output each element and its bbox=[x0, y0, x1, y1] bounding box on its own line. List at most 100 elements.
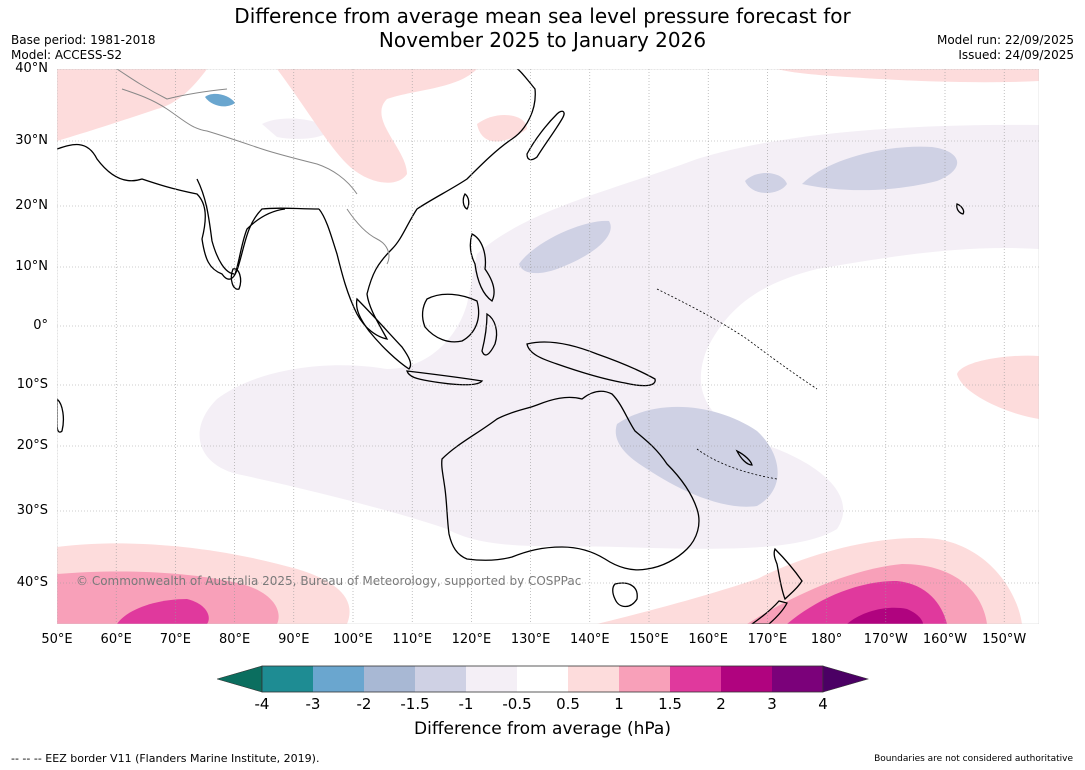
anomaly-region-south-pacific-east bbox=[957, 355, 1039, 419]
coast-tasmania bbox=[612, 582, 638, 608]
coast-japan bbox=[526, 110, 565, 161]
colorbar-bin bbox=[262, 666, 313, 692]
longitude-label: 70°E bbox=[159, 632, 192, 647]
anomaly-region-middle-east bbox=[57, 69, 207, 141]
colorbar-under-arrow bbox=[217, 665, 263, 693]
anomaly-region-north-pacific bbox=[802, 146, 958, 191]
coast-sri-lanka bbox=[230, 268, 242, 290]
coast-arabia-iran bbox=[57, 143, 320, 280]
latitude-label: 40°S bbox=[16, 575, 48, 590]
colorbar-tick-label: -3 bbox=[305, 695, 321, 713]
coast-australia bbox=[441, 390, 700, 571]
country-borders bbox=[116, 69, 390, 265]
colorbar-tick-label: -1 bbox=[458, 695, 474, 713]
model-run-text: Model run: 22/09/2025 bbox=[936, 33, 1074, 47]
boundaries-disclaimer: Boundaries are not considered authoritat… bbox=[874, 754, 1073, 764]
graticule bbox=[57, 69, 1039, 624]
title-line-2: November 2025 to January 2026 bbox=[378, 28, 707, 52]
coast-new-zealand-north bbox=[773, 547, 803, 601]
longitude-label: 50°E bbox=[41, 632, 73, 647]
colorbar-bin bbox=[466, 666, 517, 692]
colorbar-tick-label: 3 bbox=[767, 695, 777, 713]
longitude-label: 110°E bbox=[392, 632, 432, 647]
latitude-label: 20°N bbox=[15, 198, 48, 213]
coast-new-zealand-south bbox=[750, 600, 788, 624]
longitude-label: 80°E bbox=[218, 632, 251, 647]
latitude-label: 30°N bbox=[15, 133, 48, 148]
colorbar-bin bbox=[364, 666, 415, 692]
anomaly-region-coral-sea bbox=[615, 406, 778, 507]
copyright-notice: © Commonwealth of Australia 2025, Bureau… bbox=[76, 574, 582, 588]
longitude-label: 90°E bbox=[278, 632, 310, 647]
longitude-label: 160°W bbox=[922, 632, 968, 647]
issued-text: Issued: 24/09/2025 bbox=[958, 48, 1074, 62]
latitude-label: 20°S bbox=[16, 438, 48, 453]
model-text: Model: ACCESS-S2 bbox=[11, 48, 123, 62]
colorbar bbox=[217, 665, 869, 693]
border-central-asia bbox=[116, 69, 228, 100]
longitude-label: 180° bbox=[810, 632, 843, 647]
longitude-label: 140°E bbox=[570, 632, 610, 647]
colorbar-bin bbox=[568, 666, 619, 692]
anomaly-region-north-pacific-pink bbox=[777, 69, 1039, 83]
latitude-label: 40°N bbox=[15, 61, 48, 76]
colorbar-bin bbox=[415, 666, 466, 692]
anomaly-region-north-china bbox=[277, 69, 477, 183]
colorbar-bin bbox=[517, 666, 568, 692]
colorbar-bin bbox=[772, 666, 823, 692]
meta-left: Base period: 1981-2018 Model: ACCESS-S2 bbox=[11, 33, 156, 63]
colorbar-tick-label: -0.5 bbox=[502, 695, 532, 713]
colorbar-tick-label: 1.5 bbox=[658, 695, 682, 713]
coast-sumatra bbox=[355, 297, 412, 370]
longitude-label: 160°E bbox=[688, 632, 728, 647]
border-south-asia bbox=[121, 88, 358, 195]
colorbar-tick-label: -4 bbox=[254, 695, 270, 713]
longitude-label: 120°E bbox=[451, 632, 492, 647]
chart-title: Difference from average mean sea level p… bbox=[0, 4, 1085, 52]
eez-border-pacific bbox=[656, 288, 818, 390]
colorbar-title: Difference from average (hPa) bbox=[414, 719, 671, 739]
anomaly-region-southern-ocean-west-pink bbox=[57, 571, 279, 624]
latitude-label: 10°N bbox=[15, 259, 48, 274]
coast-new-guinea bbox=[526, 341, 656, 387]
anomaly-region-tropical-pacific bbox=[199, 124, 1039, 549]
colorbar-over-arrow bbox=[822, 665, 869, 693]
colorbar-tick-label: -1.5 bbox=[400, 695, 430, 713]
anomaly-region-himalaya-low bbox=[262, 118, 332, 139]
longitude-label: 170°W bbox=[863, 632, 908, 647]
colorbar-bin bbox=[619, 666, 670, 692]
longitude-label: 150°E bbox=[629, 632, 669, 647]
colorbar-tick-label: 4 bbox=[818, 695, 828, 713]
title-line-1: Difference from average mean sea level p… bbox=[234, 4, 851, 28]
meta-right: Model run: 22/09/2025 Issued: 24/09/2025 bbox=[937, 33, 1074, 63]
anomaly-region-north-pacific-small bbox=[745, 173, 787, 194]
coast-india bbox=[196, 178, 286, 275]
colorbar-bin bbox=[670, 666, 721, 692]
eez-border-coral-sea bbox=[696, 448, 778, 480]
longitude-label: 150°W bbox=[982, 632, 1027, 647]
anomaly-region-southern-ocean-east-deep bbox=[847, 607, 923, 624]
latitude-label: 30°S bbox=[16, 503, 48, 518]
latitude-label: 10°S bbox=[16, 377, 48, 392]
coast-hawaii bbox=[956, 203, 965, 215]
border-indochina bbox=[346, 208, 390, 265]
coast-borneo bbox=[421, 293, 480, 343]
longitude-label: 170°E bbox=[747, 632, 788, 647]
longitude-label: 100°E bbox=[333, 632, 373, 647]
eez-note: -- -- -- EEZ border V11 (Flanders Marine… bbox=[11, 752, 320, 765]
latitude-label: 0° bbox=[33, 318, 48, 333]
eez-borders bbox=[656, 288, 818, 480]
base-period-text: Base period: 1981-2018 bbox=[11, 33, 156, 47]
colorbar-tick-label: 2 bbox=[716, 695, 726, 713]
colorbar-bin bbox=[721, 666, 772, 692]
colorbar-bin bbox=[313, 666, 364, 692]
coast-taiwan bbox=[462, 193, 470, 210]
anomaly-region-japan bbox=[477, 114, 527, 142]
coast-new-caledonia bbox=[735, 449, 753, 466]
anomaly-region-tibet-blue bbox=[205, 93, 235, 107]
colorbar-tick-label: -2 bbox=[356, 695, 372, 713]
pressure-anomaly-map bbox=[57, 69, 1039, 624]
colorbar-tick-label: 0.5 bbox=[556, 695, 580, 713]
longitude-label: 60°E bbox=[100, 632, 132, 647]
coast-southeast-asia bbox=[318, 69, 536, 340]
